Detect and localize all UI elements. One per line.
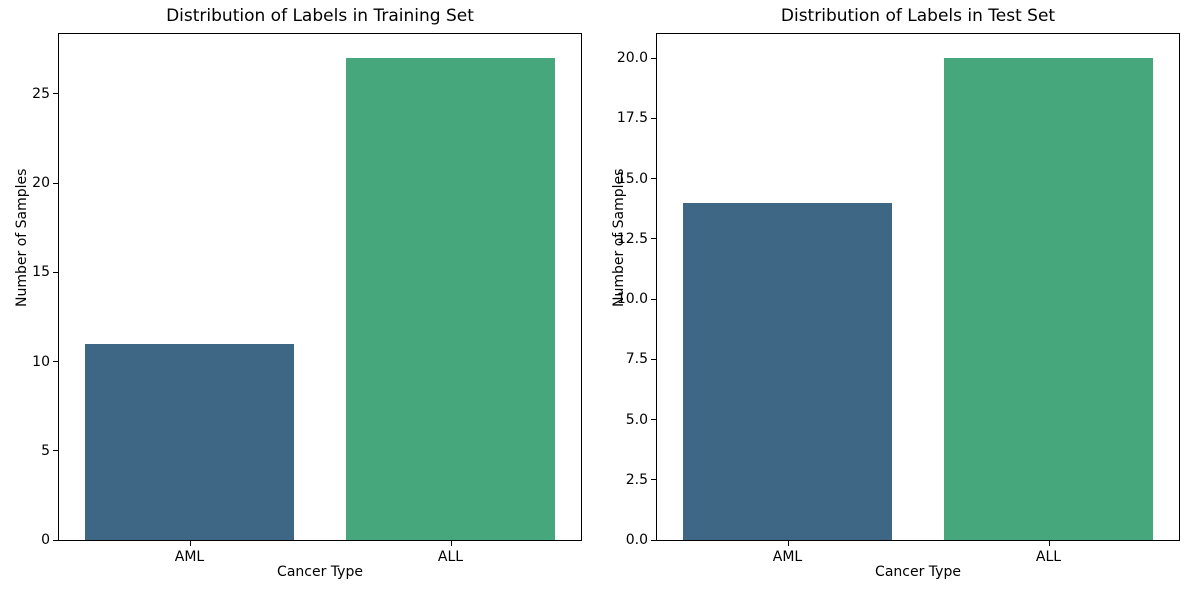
y-tick-label: 2.5 — [625, 471, 648, 488]
x-tick-label: ALL — [437, 549, 464, 565]
x-tick-label: AML — [174, 549, 205, 565]
y-tick-mark — [53, 182, 58, 184]
y-tick-mark — [651, 57, 656, 59]
y-tick-label: 20.0 — [616, 50, 648, 67]
bar-all — [346, 58, 555, 540]
chart-training-set: Distribution of Labels in Training Set N… — [0, 0, 594, 590]
y-tick-mark — [651, 479, 656, 481]
y-tick-label: 12.5 — [616, 230, 648, 247]
y-tick-label: 10 — [32, 353, 50, 370]
y-tick-mark — [53, 271, 58, 273]
x-tick-mark — [450, 541, 452, 546]
x-axis-label: Cancer Type — [875, 564, 961, 580]
chart-test-set: Distribution of Labels in Test Set Numbe… — [595, 0, 1189, 590]
chart-title: Distribution of Labels in Test Set — [780, 6, 1056, 26]
y-tick-label: 25 — [32, 85, 50, 102]
y-tick-label: 5 — [41, 442, 50, 459]
y-tick-mark — [53, 450, 58, 452]
x-tick-mark — [787, 541, 789, 546]
y-tick-label: 5.0 — [625, 411, 648, 428]
x-tick-label: ALL — [1035, 549, 1062, 565]
y-tick-label: 7.5 — [625, 351, 648, 368]
y-tick-label: 15.0 — [616, 170, 648, 187]
y-tick-mark — [651, 178, 656, 180]
y-tick-mark — [651, 298, 656, 300]
bar-all — [944, 58, 1153, 540]
y-tick-label: 0 — [41, 532, 50, 548]
y-tick-mark — [53, 93, 58, 95]
y-tick-label: 15 — [32, 264, 50, 281]
y-tick-mark — [651, 419, 656, 421]
y-tick-mark — [53, 539, 58, 541]
bar-aml — [683, 202, 892, 540]
y-tick-mark — [651, 117, 656, 119]
y-tick-label: 0.0 — [625, 532, 648, 548]
y-tick-mark — [651, 358, 656, 360]
y-tick-label: 10.0 — [616, 291, 648, 308]
plot-area: AML ALL 0 5 10 15 20 25 — [32, 33, 582, 565]
chart-title: Distribution of Labels in Training Set — [166, 6, 474, 26]
x-axis-label: Cancer Type — [277, 564, 363, 580]
x-tick-mark — [189, 541, 191, 546]
plot-area: AML ALL 0.0 2.5 5.0 7.5 10.0 12.5 15.0 17.5 20.0 — [617, 33, 1180, 565]
y-axis-label: Number of Samples — [14, 168, 30, 307]
x-tick-mark — [1048, 541, 1050, 546]
y-tick-mark — [53, 361, 58, 363]
y-tick-label: 20 — [32, 175, 50, 192]
x-tick-label: AML — [772, 549, 803, 565]
y-tick-mark — [651, 238, 656, 240]
y-tick-label: 17.5 — [616, 110, 648, 127]
bar-aml — [85, 343, 294, 540]
y-tick-mark — [651, 539, 656, 541]
